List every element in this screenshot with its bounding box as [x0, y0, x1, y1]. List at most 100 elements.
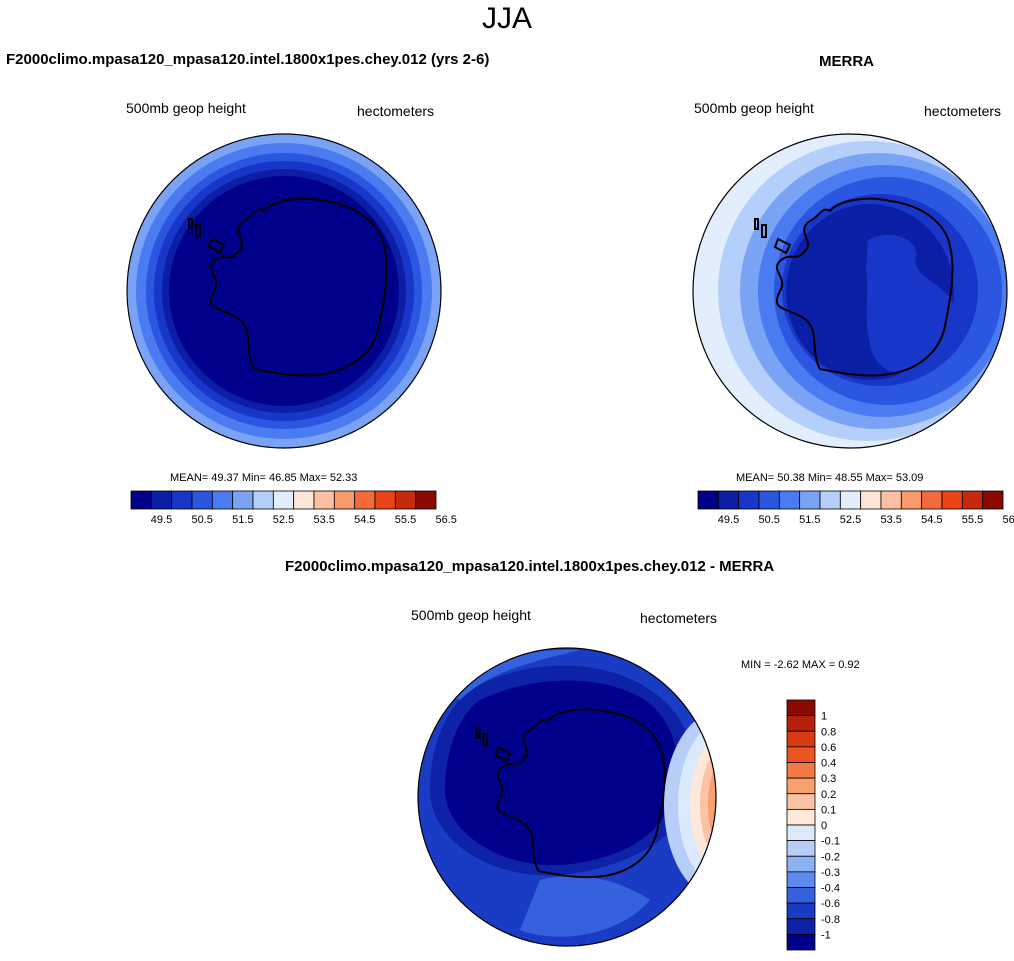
colorbar-swatch — [778, 490, 801, 510]
colorbar-3: 1 0.8 0.6 0.4 0.3 0.2 0.1 0 -0.1 -0.2 -0.3 -0.4 -0.6… — [786, 699, 840, 951]
colorbar-swatch — [786, 824, 816, 842]
colorbar-swatch — [232, 490, 254, 510]
colorbar-swatch — [272, 490, 295, 510]
panel-3-title: F2000climo.mpasa120_mpasa120.intel.1800x… — [285, 558, 775, 575]
colorbar-tick-label: -0.8 — [821, 914, 840, 926]
colorbar-tick-label: 0.1 — [821, 804, 836, 816]
colorbar-tick-label: -0.4 — [821, 883, 840, 895]
colorbar-swatch — [786, 808, 816, 826]
colorbar-1: 49.5 50.5 51.5 52.5 53.5 54.5 55.5 56.5 — [130, 490, 457, 526]
colorbar-swatch — [354, 490, 376, 510]
colorbar-swatch — [819, 490, 841, 510]
colorbar-tick-label: -0.2 — [821, 851, 840, 863]
colorbar-tick-label: 50.5 — [758, 514, 779, 526]
colorbar-2: 49.5 50.5 51.5 52.5 53.5 54.5 55.5 56.5 — [697, 490, 1014, 526]
colorbar-swatch — [150, 490, 173, 510]
colorbar-swatch — [786, 933, 816, 951]
colorbar-swatch — [738, 490, 760, 510]
panel-1-title: F2000climo.mpasa120_mpasa120.intel.1800x… — [6, 51, 490, 68]
colorbar-swatch — [374, 490, 396, 510]
colorbar-swatch — [786, 762, 816, 779]
colorbar-swatch — [293, 490, 315, 510]
p2-map-border — [692, 133, 1008, 449]
colorbar-tick-label: 54.5 — [921, 514, 942, 526]
colorbar-swatch — [171, 490, 193, 510]
panel-2-map — [693, 134, 1007, 448]
colorbar-swatch — [786, 793, 816, 810]
colorbar-tick-label: -0.6 — [821, 898, 840, 910]
colorbar-swatch — [313, 490, 335, 510]
colorbar-tick-label: -0.1 — [821, 836, 840, 848]
p3-band-neg-06 — [440, 649, 580, 700]
panel-2-units-label: hectometers — [924, 103, 1002, 119]
colorbar-swatch — [786, 746, 816, 763]
colorbar-swatch — [211, 490, 234, 510]
p3-band-neg-1 — [445, 680, 678, 866]
colorbar-tick-label: 56.5 — [435, 514, 456, 526]
colorbar-swatch — [786, 887, 816, 904]
colorbar-swatch — [786, 730, 816, 748]
p3-positive-anomaly — [664, 710, 716, 900]
panel-1-map — [127, 134, 441, 448]
colorbar-swatch — [860, 490, 882, 510]
colorbar-tick-label: 52.5 — [840, 514, 861, 526]
colorbar-swatch — [799, 490, 821, 510]
panel-3-stats: MIN = -2.62 MAX = 0.92 — [741, 659, 860, 671]
colorbar-tick-label: 51.5 — [232, 514, 253, 526]
colorbar-tick-label: -0.3 — [821, 867, 840, 879]
colorbar-tick-label: 0.8 — [821, 726, 836, 738]
panel-3-map — [418, 648, 716, 946]
colorbar-tick-label: 53.5 — [880, 514, 901, 526]
colorbar-tick-label: 1 — [821, 711, 827, 723]
colorbar-tick-label: 0.6 — [821, 742, 836, 754]
colorbar-swatch — [786, 840, 816, 857]
page-title: JJA — [481, 2, 532, 35]
colorbar-swatch — [758, 490, 780, 510]
p1-map-border — [126, 133, 442, 449]
colorbar-tick-label: -1 — [821, 929, 831, 941]
colorbar-tick-label: 54.5 — [354, 514, 375, 526]
colorbar-tick-label: 0.2 — [821, 789, 836, 801]
p3-band-neg-06-south — [520, 876, 650, 937]
colorbar-swatch — [786, 715, 816, 732]
p1-band-inner — [169, 176, 399, 406]
colorbar-swatch — [839, 490, 862, 510]
colorbar-tick-label: 0 — [821, 820, 827, 832]
colorbar-tick-label: 51.5 — [799, 514, 820, 526]
colorbar-swatch — [191, 490, 213, 510]
colorbar-swatch — [786, 855, 816, 873]
colorbar-swatch — [394, 490, 417, 510]
colorbar-swatch — [786, 902, 816, 920]
panel-1-stats: MEAN= 49.37 Min= 46.85 Max= 52.33 — [170, 472, 358, 484]
panel-2-title: MERRA — [819, 53, 874, 70]
colorbar-swatch — [786, 699, 816, 717]
colorbar-swatch — [415, 490, 437, 510]
colorbar-swatch — [252, 490, 274, 510]
p3-map-border — [417, 647, 717, 947]
colorbar-tick-label: 55.5 — [962, 514, 983, 526]
colorbar-swatch — [130, 490, 152, 510]
colorbar-tick-label: 0.4 — [821, 758, 836, 770]
colorbar-swatch — [717, 490, 740, 510]
panel-3-units-label: hectometers — [640, 610, 718, 626]
colorbar-tick-label: 53.5 — [313, 514, 334, 526]
colorbar-swatch — [333, 490, 356, 510]
colorbar-swatch — [921, 490, 943, 510]
colorbar-tick-label: 49.5 — [718, 514, 739, 526]
colorbar-tick-label: 55.5 — [395, 514, 416, 526]
panel-1-units-label: hectometers — [357, 103, 435, 119]
colorbar-swatch — [697, 490, 719, 510]
colorbar-swatch — [982, 490, 1004, 510]
colorbar-tick-label: 56.5 — [1002, 514, 1014, 526]
colorbar-tick-label: 52.5 — [273, 514, 294, 526]
colorbar-swatch — [786, 871, 816, 888]
panel-1-variable-label: 500mb geop height — [126, 100, 246, 116]
panel-2-stats: MEAN= 50.38 Min= 48.55 Max= 53.09 — [736, 472, 924, 484]
colorbar-tick-label: 50.5 — [191, 514, 212, 526]
colorbar-tick-label: 49.5 — [151, 514, 172, 526]
panel-3-variable-label: 500mb geop height — [411, 607, 531, 623]
panel-2-variable-label: 500mb geop height — [694, 100, 814, 116]
colorbar-swatch — [786, 777, 816, 795]
p2-band-plateau — [866, 234, 956, 374]
